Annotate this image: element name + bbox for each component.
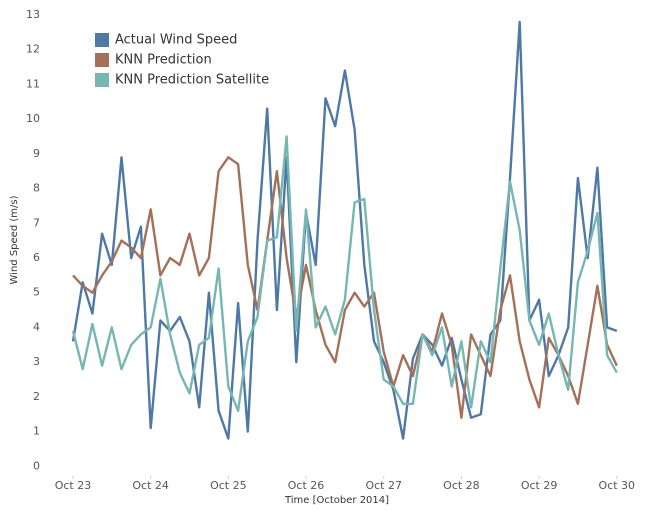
x-axis-title: Time [October 2014] bbox=[284, 495, 389, 506]
y-tick-label: 5 bbox=[33, 286, 40, 299]
x-tick-label: Oct 24 bbox=[132, 479, 169, 492]
y-tick-label: 7 bbox=[33, 216, 40, 229]
series-line bbox=[71, 20, 618, 440]
series-line bbox=[71, 135, 618, 412]
legend-label: KNN Prediction bbox=[115, 53, 212, 68]
legend-swatch bbox=[95, 53, 109, 67]
x-tick-label: Oct 29 bbox=[521, 479, 558, 492]
y-tick-label: 12 bbox=[26, 43, 40, 56]
y-tick-label: 11 bbox=[26, 77, 40, 90]
legend-label: Actual Wind Speed bbox=[115, 33, 237, 48]
y-tick-label: 8 bbox=[33, 182, 40, 195]
y-tick-label: 13 bbox=[26, 8, 40, 21]
series-line bbox=[72, 156, 618, 419]
y-axis-title: Wind Speed (m/s) bbox=[9, 195, 20, 284]
y-tick-label: 1 bbox=[33, 425, 40, 438]
x-tick-label: Oct 30 bbox=[599, 479, 636, 492]
x-tick-label: Oct 25 bbox=[210, 479, 247, 492]
x-tick-label: Oct 26 bbox=[288, 479, 325, 492]
x-tick-label: Oct 27 bbox=[365, 479, 402, 492]
legend-swatch bbox=[95, 33, 109, 47]
legend-swatch bbox=[95, 73, 109, 87]
legend-label: KNN Prediction Satellite bbox=[115, 73, 269, 88]
x-tick-label: Oct 23 bbox=[55, 479, 92, 492]
y-tick-label: 9 bbox=[33, 147, 40, 160]
y-tick-label: 4 bbox=[33, 320, 40, 333]
y-tick-label: 0 bbox=[33, 459, 40, 472]
y-tick-label: 2 bbox=[33, 390, 40, 403]
x-tick-label: Oct 28 bbox=[443, 479, 480, 492]
y-tick-label: 6 bbox=[33, 251, 40, 264]
y-tick-label: 3 bbox=[33, 355, 40, 368]
y-tick-label: 10 bbox=[26, 112, 40, 125]
